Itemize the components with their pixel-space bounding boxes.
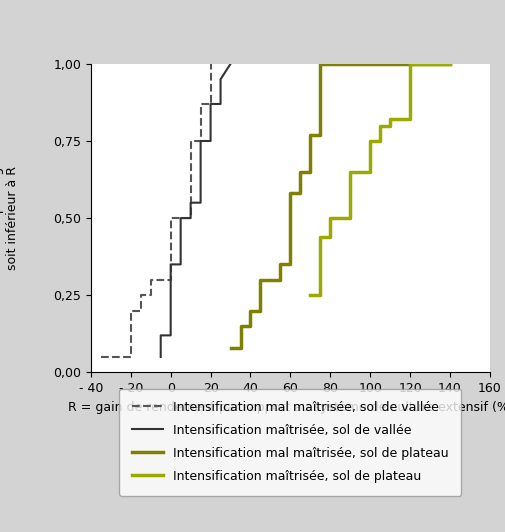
X-axis label: R = gain de rendement par rapport au système de culture extensif (%): R = gain de rendement par rapport au sys… bbox=[68, 401, 505, 414]
Y-axis label: Probabilité que le gain
soit inférieur à R: Probabilité que le gain soit inférieur à… bbox=[0, 148, 19, 288]
Legend: Intensification mal maîtrisée, sol de vallée, Intensification maîtrisée, sol de : Intensification mal maîtrisée, sol de va… bbox=[120, 389, 461, 496]
